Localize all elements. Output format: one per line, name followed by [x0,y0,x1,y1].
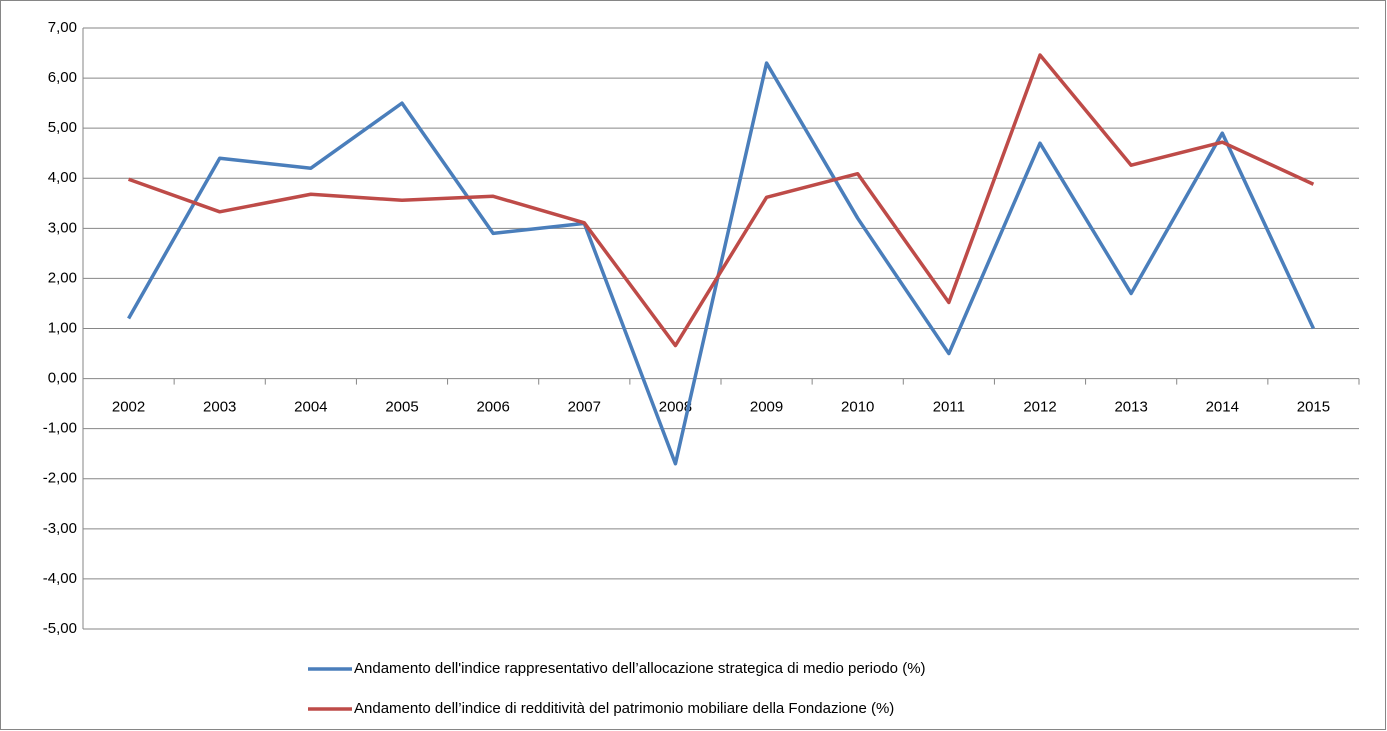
x-tick-label: 2004 [294,399,327,416]
x-tick-label: 2003 [203,399,236,416]
y-tick-label: 2,00 [48,269,77,286]
legend-label: Andamento dell’indice di redditività del… [354,700,894,717]
y-tick-label: 5,00 [48,119,77,136]
x-tick-label: 2005 [385,399,418,416]
y-tick-label: -3,00 [43,520,77,537]
y-tick-label: 4,00 [48,169,77,186]
x-tick-label: 2007 [568,399,601,416]
x-tick-label: 2014 [1206,399,1239,416]
y-tick-label: 1,00 [48,319,77,336]
x-tick-label: 2008 [659,399,692,416]
x-tick-label: 2015 [1297,399,1330,416]
y-tick-label: -5,00 [43,620,77,637]
x-tick-label: 2010 [841,399,874,416]
x-tick-label: 2006 [476,399,509,416]
y-tick-label: 6,00 [48,69,77,86]
x-tick-label: 2012 [1023,399,1056,416]
legend-label: Andamento dell'indice rappresentativo de… [354,660,926,677]
series-line [127,53,1315,348]
x-tick-label: 2011 [933,399,965,416]
x-tick-label: 2009 [750,399,783,416]
x-tick-label: 2002 [112,399,145,416]
y-tick-label: 3,00 [48,219,77,236]
y-tick-label: 0,00 [48,370,77,387]
series-line [127,61,1316,466]
y-tick-label: -4,00 [43,570,77,587]
x-tick-label: 2013 [1114,399,1147,416]
y-tick-label: -1,00 [43,420,77,437]
y-tick-label: -2,00 [43,470,77,487]
y-tick-label: 7,00 [48,19,77,36]
